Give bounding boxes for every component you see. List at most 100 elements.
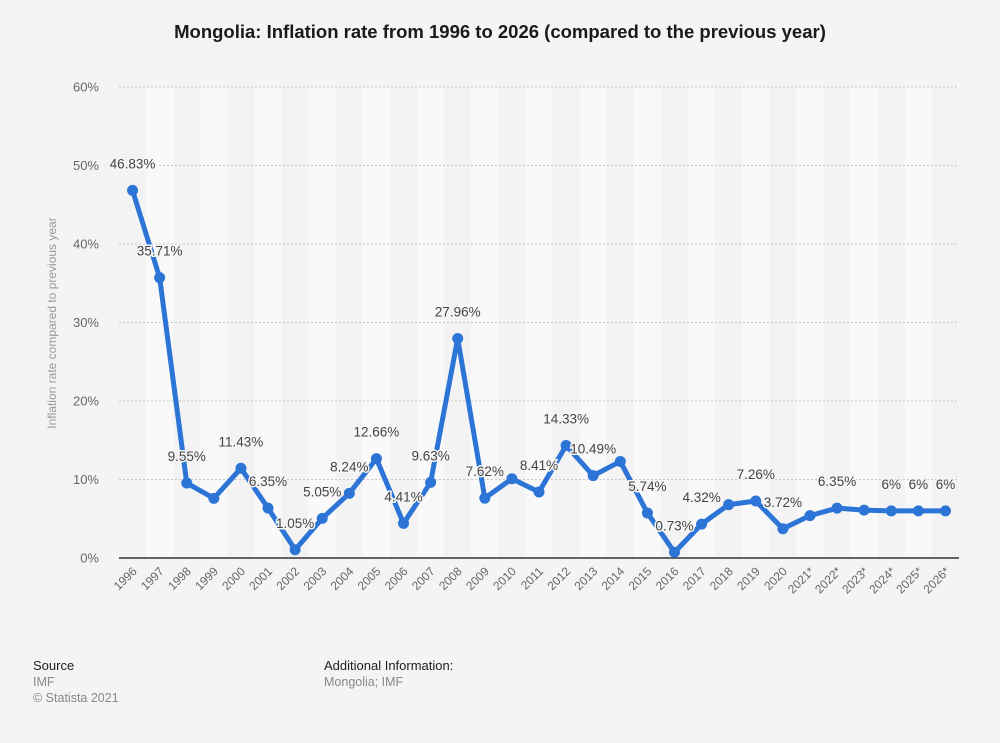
x-tick-label: 2003 xyxy=(301,564,330,593)
data-point xyxy=(912,505,924,517)
x-tick-label: 2026* xyxy=(920,564,952,596)
data-label: 8.41% xyxy=(520,458,558,473)
data-label: 5.05% xyxy=(303,484,341,499)
data-label: 10.49% xyxy=(570,442,616,457)
data-label: 4.32% xyxy=(682,490,720,505)
gridlines xyxy=(119,86,959,480)
data-label: 9.55% xyxy=(168,449,206,464)
data-label: 46.83% xyxy=(110,156,156,171)
x-tick-label: 2014 xyxy=(599,564,628,593)
data-point xyxy=(398,517,410,529)
data-label: 6% xyxy=(882,477,902,492)
data-label: 12.66% xyxy=(354,425,400,440)
x-tick-label: 2000 xyxy=(219,564,248,593)
data-point xyxy=(289,544,301,556)
source-heading: Source xyxy=(33,658,75,673)
data-point xyxy=(479,492,491,504)
source-name: IMF xyxy=(33,675,55,689)
data-point xyxy=(804,510,816,522)
line-chart: 0% 10% 20% 30% 40% 50% 60% Inflation rate comp… xyxy=(45,80,959,596)
x-tick-label: 2025* xyxy=(893,564,925,596)
x-tick-label: 2007 xyxy=(409,564,438,593)
y-tick-label: 30% xyxy=(73,315,99,330)
x-tick-label: 2019 xyxy=(734,564,763,593)
data-point xyxy=(533,486,545,498)
data-point xyxy=(939,505,951,517)
data-label: 3.72% xyxy=(764,495,802,510)
x-axis-ticks: 1996199719981999200020012002200320042005… xyxy=(111,564,953,596)
x-tick-label: 2017 xyxy=(680,564,709,593)
data-label: 4.41% xyxy=(384,489,422,504)
data-label: 9.63% xyxy=(411,448,449,463)
data-point xyxy=(858,504,870,516)
data-point xyxy=(831,502,843,514)
data-label: 6.35% xyxy=(249,474,287,489)
data-label: 8.24% xyxy=(330,459,368,474)
data-point xyxy=(614,455,626,467)
x-tick-label: 2009 xyxy=(463,564,492,593)
x-tick-label: 2013 xyxy=(572,564,601,593)
data-point xyxy=(154,272,166,284)
data-point xyxy=(696,518,708,530)
x-tick-label: 2004 xyxy=(328,564,357,593)
data-point xyxy=(885,505,897,517)
copyright: © Statista 2021 xyxy=(33,691,119,705)
x-tick-label: 1997 xyxy=(138,564,167,593)
x-tick-label: 2018 xyxy=(707,564,736,593)
x-tick-label: 2010 xyxy=(490,564,519,593)
data-point xyxy=(425,476,437,488)
data-label: 14.33% xyxy=(543,412,589,427)
x-tick-label: 2008 xyxy=(436,564,465,593)
additional-info-block: Additional Information: Mongolia; IMF xyxy=(324,658,453,690)
x-tick-label: 2011 xyxy=(518,564,546,592)
data-point xyxy=(641,507,653,519)
y-tick-label: 60% xyxy=(73,80,99,95)
x-tick-label: 2015 xyxy=(626,564,655,593)
additional-info-text: Mongolia; IMF xyxy=(324,675,404,689)
x-tick-label: 2022* xyxy=(812,564,844,596)
data-point xyxy=(777,523,789,535)
data-point xyxy=(370,453,382,465)
y-tick-label: 50% xyxy=(73,158,99,173)
data-label: 27.96% xyxy=(435,305,481,320)
data-label: 35.71% xyxy=(137,244,183,259)
y-tick-label: 0% xyxy=(80,551,99,566)
data-label: 11.43% xyxy=(219,434,264,449)
x-tick-label: 2006 xyxy=(382,564,411,593)
y-axis-label: Inflation rate compared to previous year xyxy=(45,217,59,428)
data-point xyxy=(506,473,518,485)
data-point xyxy=(127,184,139,196)
x-tick-label: 2005 xyxy=(355,564,384,593)
data-point xyxy=(750,495,762,507)
data-label: 6% xyxy=(909,477,929,492)
source-block: Source IMF © Statista 2021 xyxy=(33,658,119,706)
data-point xyxy=(262,502,274,514)
x-tick-label: 2001 xyxy=(246,564,275,593)
x-tick-label: 2021* xyxy=(785,564,817,596)
data-point xyxy=(668,546,680,558)
data-points xyxy=(127,184,951,558)
x-tick-label: 2012 xyxy=(544,564,573,593)
x-tick-label: 1998 xyxy=(165,564,194,593)
data-point xyxy=(723,499,735,511)
data-point xyxy=(587,470,599,482)
data-label: 7.62% xyxy=(466,464,504,479)
x-tick-label: 1996 xyxy=(111,564,140,593)
data-point xyxy=(316,512,328,524)
data-point xyxy=(208,492,220,504)
data-label: 6.35% xyxy=(818,474,856,489)
y-tick-label: 20% xyxy=(73,394,99,409)
data-point xyxy=(452,333,464,345)
x-tick-label: 2024* xyxy=(866,564,898,596)
data-label: 0.73% xyxy=(655,518,693,533)
additional-info-heading: Additional Information: xyxy=(324,658,454,673)
data-point xyxy=(343,487,355,499)
data-point xyxy=(560,440,572,452)
chart-title: Mongolia: Inflation rate from 1996 to 20… xyxy=(174,21,826,42)
x-tick-label: 2002 xyxy=(273,564,302,593)
y-axis-ticks: 0% 10% 20% 30% 40% 50% 60% xyxy=(73,80,99,566)
data-labels: 46.83% 35.71% 9.55% 11.43% 6.35% 1.05% 5.05% 8.… xyxy=(108,155,957,535)
y-tick-label: 10% xyxy=(73,472,99,487)
x-tick-label: 1999 xyxy=(192,564,221,593)
data-point xyxy=(235,462,247,474)
